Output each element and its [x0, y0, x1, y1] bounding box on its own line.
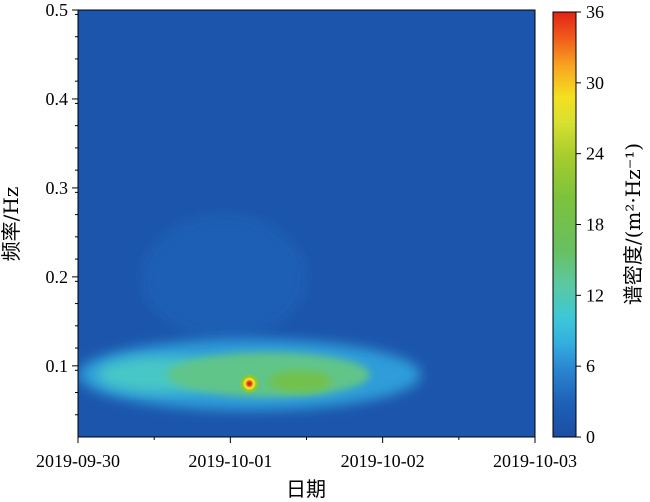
- colorbar-tick-label: 18: [586, 215, 604, 235]
- colorbar-tick-label: 6: [586, 356, 595, 376]
- peak-ring-4: [247, 381, 252, 386]
- colorbar-tick-label: 0: [586, 427, 595, 447]
- colorbar: 0 6 12 18 24 30 36 谱密度/(m²·Hz⁻¹): [552, 2, 645, 447]
- energy-region-3: [166, 352, 370, 397]
- x-tick-label: 2019-10-03: [493, 451, 577, 471]
- energy-region-4: [268, 370, 332, 393]
- y-tick-label: 0.1: [46, 356, 69, 376]
- faint-energy-region: [141, 214, 307, 340]
- x-tick-label: 2019-09-30: [36, 451, 120, 471]
- colorbar-tick-label: 24: [586, 144, 604, 164]
- plot-area: [78, 10, 535, 437]
- y-tick-label: 0.2: [46, 267, 69, 287]
- y-axis: 0.1 0.2 0.3 0.4 0.5: [46, 0, 78, 416]
- y-tick-label: 0.3: [46, 178, 69, 198]
- colorbar-gradient: [552, 11, 577, 438]
- x-axis: 2019-09-30 2019-10-01 2019-10-02 2019-10-03: [36, 437, 577, 471]
- y-tick-label: 0.5: [46, 0, 69, 20]
- y-axis-title: 频率/Hz: [0, 187, 23, 262]
- x-tick-label: 2019-10-01: [188, 451, 272, 471]
- colorbar-tick-label: 36: [586, 2, 604, 22]
- x-tick-label: 2019-10-02: [341, 451, 425, 471]
- y-tick-label: 0.4: [46, 89, 69, 109]
- x-axis-title: 日期: [286, 477, 326, 501]
- energy-regions: [78, 214, 421, 411]
- colorbar-title: 谱密度/(m²·Hz⁻¹): [621, 143, 645, 305]
- peak-marker: [240, 374, 259, 393]
- colorbar-tick-label: 30: [586, 73, 604, 93]
- colorbar-ticks: 0 6 12 18 24 30 36: [576, 2, 604, 447]
- colorbar-tick-label: 12: [586, 285, 604, 305]
